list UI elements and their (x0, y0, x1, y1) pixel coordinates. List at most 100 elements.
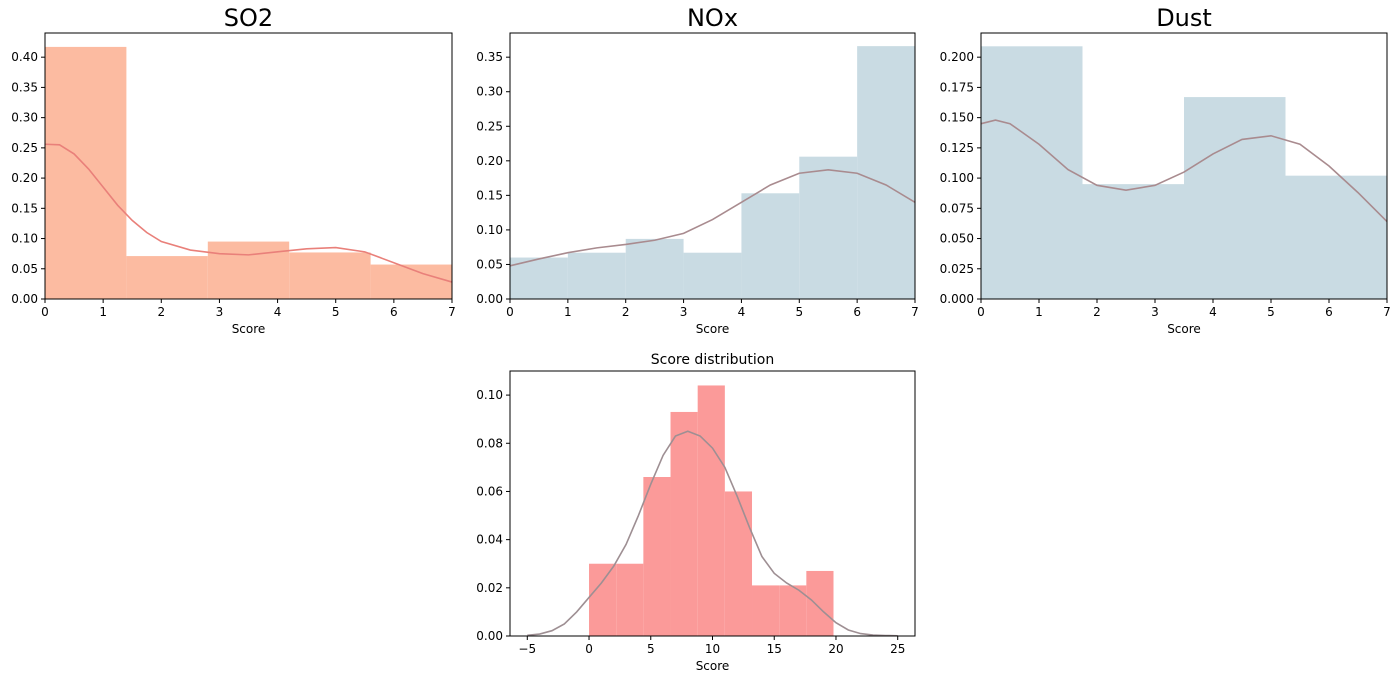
x-tick-label: 0 (977, 305, 985, 319)
x-axis-label: Score (696, 322, 730, 336)
histogram-bar (616, 563, 644, 636)
x-tick-label: 0 (585, 642, 593, 656)
x-tick-label: 5 (332, 305, 340, 319)
x-tick-label: 3 (680, 305, 688, 319)
y-tick-label: 0.050 (940, 232, 974, 246)
y-tick-label: 0.10 (11, 232, 38, 246)
chart-title: Dust (1156, 4, 1212, 32)
kde-line (527, 430, 898, 637)
y-tick-label: 0.00 (476, 629, 503, 643)
histogram-bar (697, 385, 725, 636)
histogram-bar (625, 238, 684, 299)
x-tick-label: 6 (853, 305, 861, 319)
y-tick-label: 0.20 (11, 171, 38, 185)
histogram-bar (126, 256, 208, 299)
x-tick-label: 5 (647, 642, 655, 656)
histogram-bar (45, 46, 127, 300)
x-tick-label: 3 (216, 305, 224, 319)
y-tick-label: 0.25 (476, 119, 503, 133)
histogram-bar (1285, 175, 1387, 299)
histogram-bar (510, 257, 568, 299)
x-tick-label: 20 (828, 642, 843, 656)
x-tick-label: 4 (1209, 305, 1217, 319)
y-tick-label: 0.15 (11, 201, 38, 215)
axes-frame (980, 32, 1388, 300)
histogram-bar (1184, 97, 1286, 299)
x-tick-label: 15 (767, 642, 782, 656)
y-tick-label: 0.175 (940, 80, 974, 94)
x-tick-label: 25 (890, 642, 905, 656)
x-axis-label: Score (1167, 322, 1201, 336)
histogram-bar (589, 563, 617, 636)
histogram-bar (670, 411, 698, 636)
histogram-bar (370, 264, 452, 299)
histogram-bar (207, 241, 290, 299)
x-axis-label: Score (696, 659, 730, 673)
kde-line (509, 168, 916, 267)
x-tick-label: 7 (1383, 305, 1391, 319)
histogram-bar (981, 46, 1083, 299)
x-tick-label: 3 (1151, 305, 1159, 319)
chart-score: −5 0 5 10 15 20 25 0.00 0.02 0.04 0.06 0.08 0.10 Scor… (476, 352, 916, 673)
y-tick-label: 0.02 (476, 581, 503, 595)
kde-line (44, 143, 453, 283)
histogram-bar (289, 252, 371, 299)
x-tick-label: 7 (911, 305, 919, 319)
y-tick-label: 0.30 (476, 85, 503, 99)
x-tick-label: 2 (622, 305, 630, 319)
x-tick-label: 1 (564, 305, 572, 319)
y-tick-label: 0.00 (476, 292, 503, 306)
y-tick-label: 0.000 (940, 292, 974, 306)
y-tick-label: 0.06 (476, 484, 503, 498)
y-tick-label: 0.10 (476, 388, 503, 402)
y-tick-label: 0.150 (940, 111, 974, 125)
y-tick-label: 0.125 (940, 141, 974, 155)
chart-title: SO2 (224, 4, 273, 32)
x-tick-label: 4 (274, 305, 282, 319)
chart-dust: 0 1 2 3 4 5 6 7 0.000 0.025 0.050 0.075 0.100 0.125 0.… (940, 4, 1391, 336)
y-tick-label: 0.00 (11, 292, 38, 306)
y-tick-label: 0.200 (940, 50, 974, 64)
histogram-bar (683, 252, 742, 299)
x-tick-label: 2 (157, 305, 165, 319)
y-tick-label: 0.35 (11, 80, 38, 94)
x-tick-label: 2 (1093, 305, 1101, 319)
y-tick-label: 0.075 (940, 201, 974, 215)
histogram-bar (643, 477, 671, 636)
x-axis-label: Score (232, 322, 266, 336)
x-tick-label: 6 (1325, 305, 1333, 319)
y-tick-label: 0.08 (476, 436, 503, 450)
histogram-bar (779, 585, 807, 636)
y-tick-label: 0.20 (476, 154, 503, 168)
y-tick-label: 0.10 (476, 223, 503, 237)
kde-line (980, 119, 1388, 223)
chart-title: NOx (687, 4, 738, 32)
histogram-bar (567, 252, 626, 299)
y-tick-label: 0.30 (11, 111, 38, 125)
histogram-bar (857, 46, 915, 299)
x-tick-label: 4 (738, 305, 746, 319)
x-tick-label: 1 (99, 305, 107, 319)
chart-nox: 0 1 2 3 4 5 6 7 0.00 0.05 0.10 0.15 0.20 0.25 0.30 0.35… (476, 4, 919, 336)
y-tick-label: 0.35 (476, 50, 503, 64)
y-tick-label: 0.40 (11, 50, 38, 64)
histogram-bar (799, 156, 858, 299)
y-tick-label: 0.100 (940, 171, 974, 185)
x-tick-label: −5 (518, 642, 536, 656)
y-tick-label: 0.04 (476, 533, 503, 547)
histogram-bar (752, 585, 780, 636)
y-tick-label: 0.15 (476, 188, 503, 202)
x-tick-label: 7 (448, 305, 456, 319)
x-tick-label: 0 (41, 305, 49, 319)
chart-title: Score distribution (651, 352, 774, 368)
x-tick-label: 10 (705, 642, 720, 656)
x-tick-label: 6 (390, 305, 398, 319)
histogram-bar (724, 491, 753, 636)
axes-frame (44, 32, 453, 300)
chart-so2: 0 1 2 3 4 5 6 7 0.00 0.05 0.10 0.15 0.20 0.25 0.30 0.35… (11, 4, 456, 336)
histogram-bar (806, 570, 834, 636)
x-tick-label: 5 (795, 305, 803, 319)
axes-frame (509, 32, 916, 300)
histogram-bar (741, 193, 800, 299)
